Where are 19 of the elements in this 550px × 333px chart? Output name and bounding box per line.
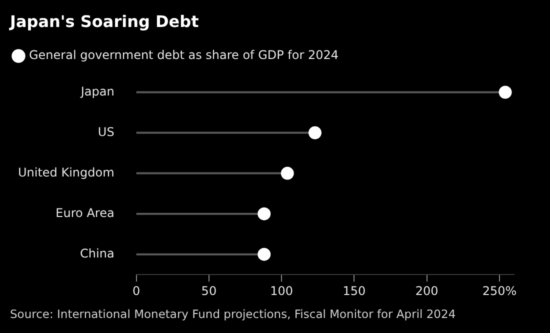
chart-title: Japan's Soaring Debt — [10, 12, 199, 31]
y-tick-label: Japan — [80, 84, 114, 98]
source-note: Source: International Monetary Fund projections, Fiscal Monitor for April 2024 — [10, 307, 456, 321]
y-tick-label: Euro Area — [56, 206, 114, 220]
x-tick-label: 150 — [342, 284, 366, 298]
y-tick-label: US — [98, 124, 114, 139]
x-tick-label: 100 — [270, 284, 294, 298]
point — [280, 166, 294, 180]
legend-label: General government debt as share of GDP for 2024 — [29, 48, 339, 62]
x-tick-label: 0 — [132, 284, 140, 298]
x-tick-label: 50 — [201, 284, 217, 298]
point — [258, 248, 271, 261]
x-tick-label: 200 — [415, 284, 438, 298]
point — [308, 126, 322, 140]
y-tick-label: China — [80, 246, 114, 260]
x-tick-label: 250% — [482, 284, 517, 298]
y-tick-label: United Kingdom — [18, 165, 114, 180]
point — [258, 207, 271, 220]
point — [498, 86, 512, 99]
